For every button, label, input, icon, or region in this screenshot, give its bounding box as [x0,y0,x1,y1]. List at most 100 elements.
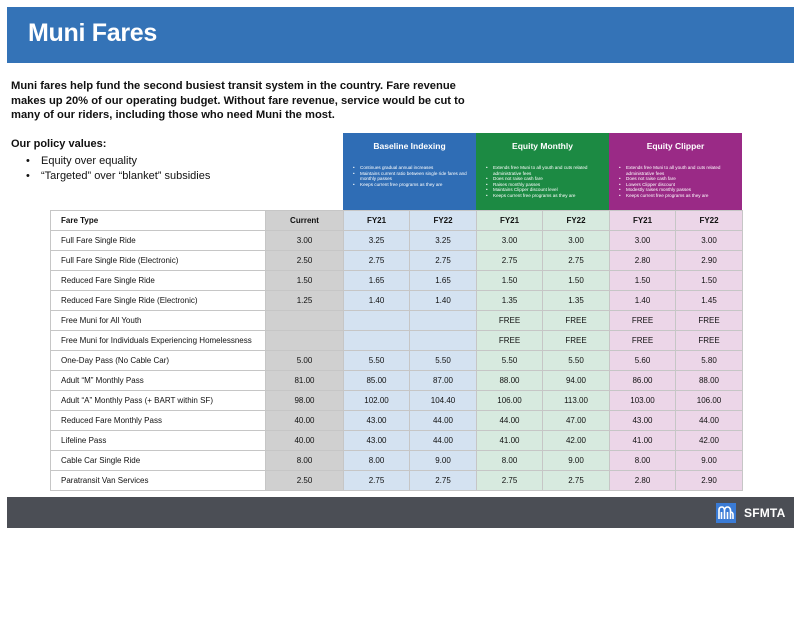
fare-value-cell: 87.00 [409,370,477,391]
fare-value-cell: 113.00 [542,390,610,411]
fare-value-cell [409,310,477,331]
fare-value-cell: 1.40 [343,290,410,311]
fare-value-cell: 1.50 [675,270,743,291]
policy-item: “Targeted” over “blanket” subsidies [26,169,210,184]
fare-value-cell: 5.50 [409,350,477,371]
fare-value-cell: 1.50 [476,270,543,291]
bullet-item: Extends free Muni to all youth and cuts … [619,165,742,176]
fare-type-cell: Reduced Fare Monthly Pass [50,410,266,431]
fare-value-cell: 43.00 [343,410,410,431]
fare-value-cell: 44.00 [476,410,543,431]
fare-value-cell [343,310,410,331]
fare-table-body: Full Fare Single Ride 3.00 3.25 3.25 3.00 3.0… [50,230,743,491]
fare-value-cell: 9.00 [409,450,477,471]
fare-value-cell: 5.80 [675,350,743,371]
fare-value-cell: 2.75 [409,250,477,271]
equity-monthly-bullets: Extends free Muni to all youth and cuts … [476,165,609,199]
fare-value-cell: 3.00 [609,230,676,251]
fare-type-cell: Free Muni for Individuals Experiencing H… [50,330,266,351]
column-header: FY22 [675,210,743,231]
table-row: One-Day Pass (No Cable Car) 5.00 5.50 5.50 5… [50,350,743,371]
fare-value-cell: 2.75 [343,250,410,271]
bullet-item: Keeps current free programs as they are [619,193,742,199]
fare-value-cell: 1.50 [609,270,676,291]
table-row: Lifeline Pass 40.00 43.00 44.00 41.00 42.00 41… [50,430,743,451]
fare-value-cell: 1.50 [265,270,344,291]
table-row: Adult “M” Monthly Pass 81.00 85.00 87.00 88.… [50,370,743,391]
table-row: Full Fare Single Ride (Electronic) 2.50 2.… [50,250,743,271]
policy-item: Equity over equality [26,154,210,169]
fare-type-cell: Full Fare Single Ride (Electronic) [50,250,266,271]
footer-bar: SFMTA [7,497,794,528]
fare-value-cell: 81.00 [265,370,344,391]
fare-value-cell: 43.00 [609,410,676,431]
column-header: FY21 [343,210,410,231]
fare-value-cell [409,330,477,351]
fare-value-cell: FREE [675,330,743,351]
fare-value-cell: 2.90 [675,250,743,271]
fare-value-cell: 2.75 [542,470,610,491]
fare-value-cell: 2.75 [476,250,543,271]
fare-value-cell: 3.00 [265,230,344,251]
fare-type-cell: One-Day Pass (No Cable Car) [50,350,266,371]
policy-title: Our policy values: [11,138,107,150]
page-title: Muni Fares [28,19,157,47]
fare-value-cell: 106.00 [476,390,543,411]
fare-value-cell: FREE [609,310,676,331]
equity-monthly-title: Equity Monthly [512,141,573,151]
fare-value-cell: 2.50 [265,250,344,271]
fare-value-cell: 5.50 [542,350,610,371]
fare-value-cell: 44.00 [409,410,477,431]
fare-value-cell: FREE [542,330,610,351]
fare-value-cell: 3.00 [542,230,610,251]
bullet-item: Extends free Muni to all youth and cuts … [486,165,609,176]
equity-clipper-bullets: Extends free Muni to all youth and cuts … [609,165,742,199]
bullet-item: Modestly raises monthly passes [619,187,742,193]
table-row: Free Muni for Individuals Experiencing H… [50,330,743,351]
bullet-item: Raises monthly passes [486,182,609,188]
baseline-indexing-header: Baseline Indexing Continues gradual annu… [343,133,476,210]
bullet-item: Keeps current free programs as they are [486,193,609,199]
fare-value-cell: FREE [476,310,543,331]
fare-value-cell: 3.00 [675,230,743,251]
baseline-indexing-title: Baseline Indexing [373,141,446,151]
fare-value-cell: 41.00 [476,430,543,451]
table-header-row: Fare Type Current FY21 FY22 FY21 FY22 FY… [50,210,743,231]
fare-value-cell: 104.40 [409,390,477,411]
fare-value-cell [343,330,410,351]
fare-value-cell: 2.75 [343,470,410,491]
table-row: Reduced Fare Single Ride (Electronic) 1.2… [50,290,743,311]
fare-value-cell: 5.00 [265,350,344,371]
fare-type-cell: Paratransit Van Services [50,470,266,491]
bullet-item: Continues gradual annual increases [353,165,476,171]
fare-value-cell: 3.25 [409,230,477,251]
baseline-indexing-bullets: Continues gradual annual increases Maint… [343,165,476,187]
fare-value-cell: 8.00 [609,450,676,471]
fare-value-cell: 88.00 [476,370,543,391]
fare-value-cell: 1.40 [409,290,477,311]
fare-value-cell: 88.00 [675,370,743,391]
fare-value-cell: 9.00 [675,450,743,471]
fare-value-cell: 1.40 [609,290,676,311]
fare-value-cell: 102.00 [343,390,410,411]
fare-value-cell: 2.80 [609,250,676,271]
fare-value-cell: 2.80 [609,470,676,491]
fare-value-cell: 2.75 [476,470,543,491]
fare-value-cell: 1.65 [409,270,477,291]
fare-value-cell: 1.65 [343,270,410,291]
fare-value-cell: 8.00 [343,450,410,471]
fare-value-cell: 2.75 [542,250,610,271]
fare-value-cell: 9.00 [542,450,610,471]
fare-type-cell: Free Muni for All Youth [50,310,266,331]
fare-value-cell: FREE [542,310,610,331]
fare-value-cell: 42.00 [542,430,610,451]
fare-value-cell [265,310,344,331]
fare-value-cell: 5.60 [609,350,676,371]
fare-value-cell: 103.00 [609,390,676,411]
bullet-item: Maintains current ratio between single r… [353,171,476,182]
fare-value-cell: 2.50 [265,470,344,491]
fare-type-cell: Reduced Fare Single Ride (Electronic) [50,290,266,311]
fare-value-cell: 1.45 [675,290,743,311]
column-header: Current [265,210,344,231]
fare-value-cell: FREE [675,310,743,331]
